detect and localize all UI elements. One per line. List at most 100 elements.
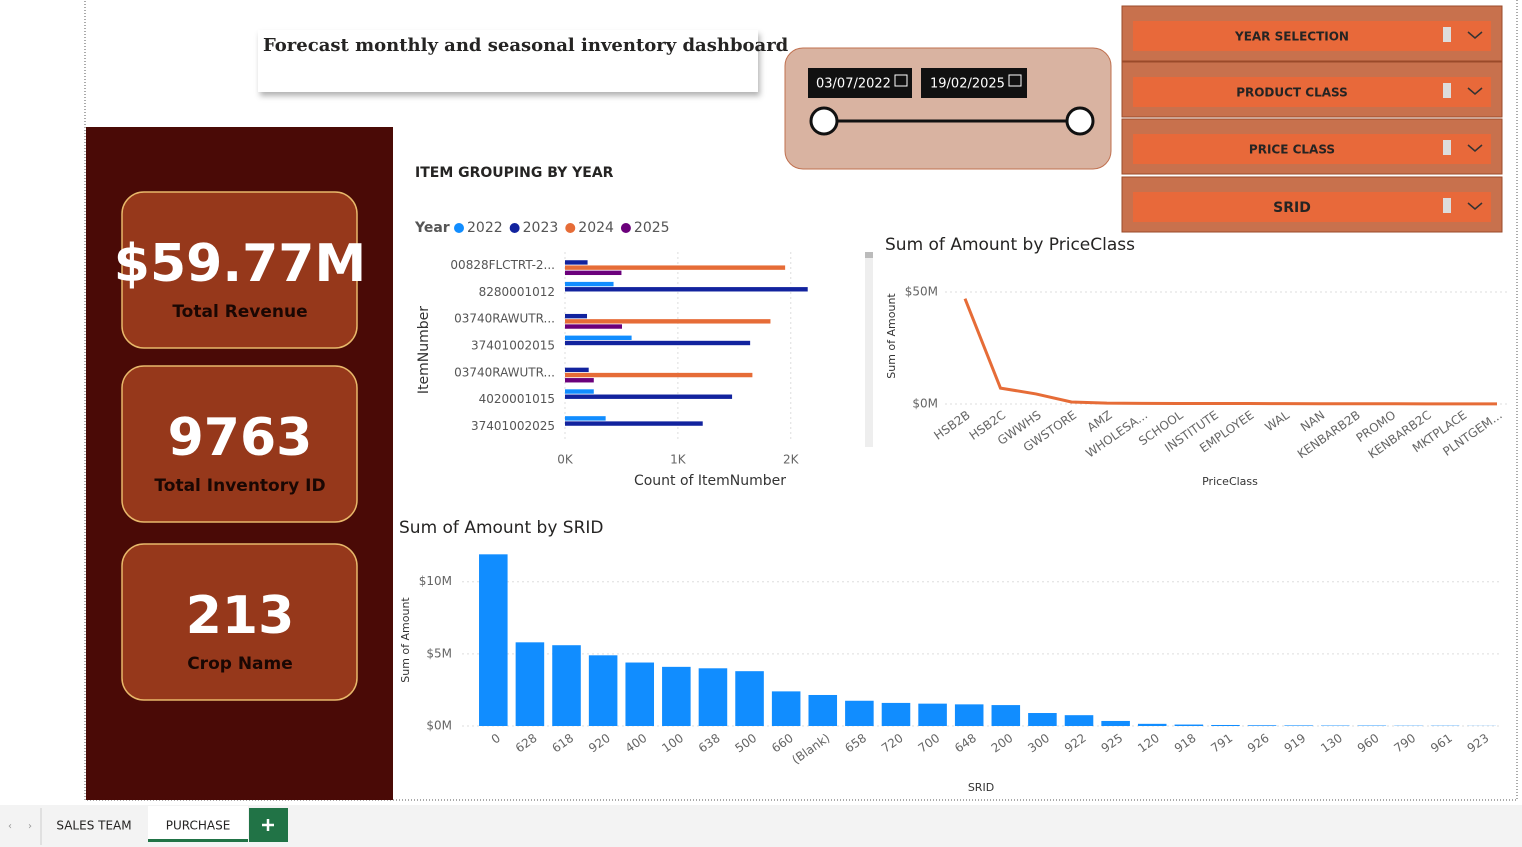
x-tick-label: 0K <box>557 453 574 467</box>
bar <box>1101 720 1130 726</box>
bar <box>991 705 1021 726</box>
y-axis-label: ItemNumber <box>416 306 432 394</box>
bar <box>565 367 589 373</box>
y-tick-label: $10M <box>419 574 452 588</box>
slicer-dropdown[interactable] <box>1133 77 1491 107</box>
bar <box>565 287 808 292</box>
tab[interactable]: SALES TEAM <box>56 819 131 833</box>
slicer-dropdown[interactable] <box>1133 21 1491 51</box>
title-box <box>258 30 758 92</box>
legend-label: 2023 <box>523 220 559 236</box>
y-tick-label: 03740RAWUTR... <box>454 365 555 379</box>
kpi-card <box>121 191 358 349</box>
legend-label: 2022 <box>467 220 503 236</box>
bar <box>735 671 764 726</box>
bar <box>881 702 911 726</box>
kpi-card <box>121 365 358 523</box>
bar <box>771 691 801 726</box>
end-date: 19/02/2025 <box>930 77 1005 92</box>
plus-icon <box>262 819 274 831</box>
slicer-handle <box>1443 140 1451 155</box>
slicer-label: PRICE CLASS <box>1249 143 1335 157</box>
tab-underline <box>148 839 248 842</box>
bar <box>954 704 984 726</box>
slicer-dropdown[interactable] <box>1133 134 1491 164</box>
y-tick-label: 03740RAWUTR... <box>454 312 555 326</box>
bar <box>565 394 733 399</box>
kpi-value: $59.77M <box>114 234 366 294</box>
start-date: 03/07/2022 <box>816 77 891 92</box>
chevron <box>1467 87 1483 95</box>
x-axis-label: PriceClass <box>1202 475 1258 488</box>
bar <box>565 378 594 383</box>
y-axis-label: Sum of Amount <box>885 293 898 379</box>
legend-label: 2024 <box>578 220 614 236</box>
calendar-icon[interactable] <box>1008 74 1022 87</box>
legend-title: Year <box>414 220 450 236</box>
bar <box>1064 715 1094 726</box>
bar <box>565 372 753 378</box>
bar <box>565 389 594 394</box>
slicer-handle <box>1443 198 1451 213</box>
y-tick-label: 4020001015 <box>479 392 555 406</box>
kpi-value: 213 <box>186 586 295 646</box>
bar <box>565 270 622 276</box>
y-tick-label: 8280001012 <box>479 285 555 299</box>
y-tick-label: $50M <box>905 285 938 299</box>
kpi-group: $59.77M Total Revenue 9763 Total Inventory … <box>114 191 366 701</box>
bar <box>565 421 703 426</box>
scroll-left[interactable]: ‹ <box>8 821 12 832</box>
bar <box>565 281 614 287</box>
slider-handle[interactable] <box>1065 106 1095 136</box>
calendar-icon[interactable] <box>894 74 908 87</box>
slicer-dropdown[interactable] <box>1133 192 1491 222</box>
x-axis-label: SRID <box>968 781 994 794</box>
legend-label: 2025 <box>634 220 670 236</box>
slider-handle[interactable] <box>809 106 839 136</box>
slicer-label: SRID <box>1273 200 1311 216</box>
bar <box>588 655 618 726</box>
x-tick-label: 1K <box>670 453 687 467</box>
scrollbar[interactable] <box>865 252 873 447</box>
bar <box>1137 723 1167 726</box>
bar <box>662 666 691 726</box>
bar <box>552 645 581 726</box>
slicer-label: PRODUCT CLASS <box>1236 86 1348 100</box>
tab[interactable]: PURCHASE <box>166 819 231 833</box>
scrollbar-thumb[interactable] <box>865 252 873 258</box>
bar <box>565 416 606 421</box>
bar <box>565 260 588 265</box>
legend-swatch <box>509 223 520 233</box>
y-axis-label: Sum of Amount <box>399 597 412 683</box>
y-tick-label: $0M <box>912 397 938 411</box>
legend-swatch <box>454 223 464 233</box>
bar <box>1247 725 1277 726</box>
chevron <box>1467 144 1483 152</box>
bar <box>698 668 728 726</box>
bar <box>918 703 947 726</box>
bar <box>565 313 588 319</box>
canvas-border <box>84 0 1518 801</box>
kpi-label: Total Revenue <box>172 302 307 322</box>
y-tick-label: $0M <box>426 719 452 733</box>
bar <box>565 319 771 324</box>
chevron <box>1467 31 1483 39</box>
bar <box>625 662 655 726</box>
slicer-label: YEAR SELECTION <box>1234 30 1349 44</box>
legend-swatch <box>620 223 631 233</box>
active-tab[interactable] <box>148 806 248 842</box>
bar <box>1174 724 1204 726</box>
y-tick-label: 37401002025 <box>471 419 555 433</box>
bar <box>565 335 632 340</box>
scroll-right[interactable]: › <box>28 821 32 832</box>
chevron <box>1467 202 1483 210</box>
bar <box>845 700 874 726</box>
kpi-value: 9763 <box>168 408 313 468</box>
dashboard-title: Forecast monthly and seasonal inventory … <box>263 35 789 56</box>
bar <box>515 642 545 726</box>
chart-title: Sum of Amount by PriceClass <box>885 235 1135 255</box>
slicer-group: YEAR SELECTION PRODUCT CLASS PRICE CLASS SR… <box>1121 5 1503 233</box>
chart-title: ITEM GROUPING BY YEAR <box>415 165 614 181</box>
